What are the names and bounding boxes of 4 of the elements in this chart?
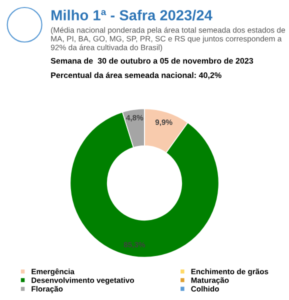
text: Percentual da área semeada nacional: 40,2%	[51, 72, 222, 80]
chart-title: Milho 1ª - Safra 2023/24	[52, 10, 212, 21]
text: Semana de 30 de outubro a 05 de novembro de 2023	[50, 58, 254, 64]
donut-slice	[70, 112, 220, 258]
